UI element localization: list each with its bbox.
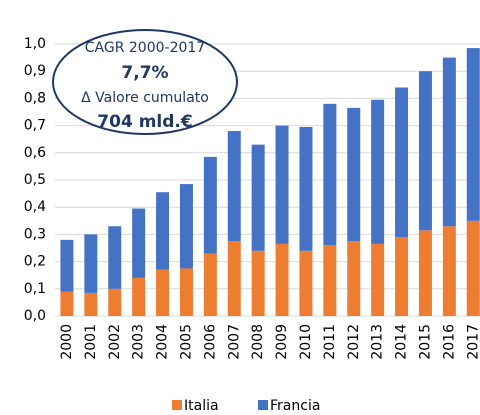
annotation: Δ Valore cumulato (81, 90, 209, 106)
bar-segment (179, 268, 193, 316)
x-tick-label: 2017 (465, 324, 480, 360)
y-tick-label: 0,8 (24, 90, 46, 106)
bar-segment (132, 277, 146, 316)
bar-segment (156, 269, 170, 316)
bar-segment (299, 250, 313, 316)
bar-segment (203, 156, 217, 254)
annotation-ellipse (52, 29, 238, 135)
x-tick-label: 2007 (226, 324, 242, 360)
x-tick-label: 2000 (59, 324, 75, 360)
bar-segment (323, 245, 337, 316)
legend-swatch (258, 400, 268, 410)
x-tick-label: 2014 (394, 324, 410, 360)
bar-segment (108, 288, 122, 316)
y-tick-label: 0,1 (24, 281, 46, 297)
bar-segment (84, 292, 98, 316)
y-tick-label: 0,2 (24, 254, 46, 270)
bar-segment (227, 131, 241, 242)
annotation: CAGR 2000-2017 (85, 40, 205, 56)
bar-segment (466, 220, 480, 316)
bar-segment (418, 71, 432, 231)
bar-segment (347, 241, 361, 316)
y-tick-label: 0,9 (24, 63, 46, 79)
x-tick-label: 2013 (370, 324, 386, 360)
bar-segment (251, 250, 265, 316)
legend-swatch (172, 400, 182, 410)
x-tick-label: 2009 (274, 324, 290, 360)
x-tick-label: 2006 (202, 324, 218, 360)
bar-segment (395, 237, 409, 316)
legend-label: Italia (184, 398, 219, 414)
x-tick-label: 2001 (83, 324, 99, 360)
x-tick-label: 2010 (298, 324, 314, 360)
x-tick-label: 2015 (417, 324, 433, 360)
bar-segment (84, 234, 98, 293)
bar-segment (275, 125, 289, 244)
y-tick-label: 0,0 (24, 308, 46, 324)
x-tick-label: 2003 (131, 324, 147, 360)
bar-segment (227, 241, 241, 316)
bar-segment (203, 253, 217, 316)
x-tick-label: 2011 (322, 324, 338, 360)
annotation: 704 mld.€ (97, 112, 192, 132)
x-tick-label: 2005 (178, 324, 194, 360)
x-tick-label: 2002 (107, 324, 123, 360)
x-tick-label: 2016 (441, 324, 457, 360)
bar-segment (395, 87, 409, 238)
bar-segment (108, 226, 122, 289)
y-tick-label: 0,7 (24, 118, 46, 134)
bar-segment (60, 239, 74, 292)
x-tick-label: 2012 (346, 324, 362, 360)
y-tick-label: 0,4 (24, 199, 46, 215)
bar-segment (132, 208, 146, 278)
bar-segment (179, 184, 193, 269)
y-tick-label: 0,6 (24, 145, 46, 161)
bar-segment (371, 99, 385, 244)
bar-segment (418, 230, 432, 316)
y-tick-label: 0,5 (24, 172, 46, 188)
bar-segment (347, 107, 361, 242)
bar-segment (323, 103, 337, 246)
bar-segment (442, 57, 456, 227)
bar-segment (371, 243, 385, 316)
bar-segment (466, 48, 480, 221)
bar-segment (60, 291, 74, 316)
x-tick-label: 2008 (250, 324, 266, 360)
bar-segment (156, 192, 170, 270)
bar-segment (251, 144, 265, 251)
annotation: 7,7% (121, 63, 168, 83)
bar-segment (275, 243, 289, 316)
bar-segment (299, 126, 313, 251)
bar-segment (442, 226, 456, 316)
legend-label: Francia (270, 398, 320, 414)
y-tick-label: 0,3 (24, 226, 46, 242)
x-tick-label: 2004 (155, 324, 171, 360)
y-tick-label: 1,0 (24, 36, 46, 52)
